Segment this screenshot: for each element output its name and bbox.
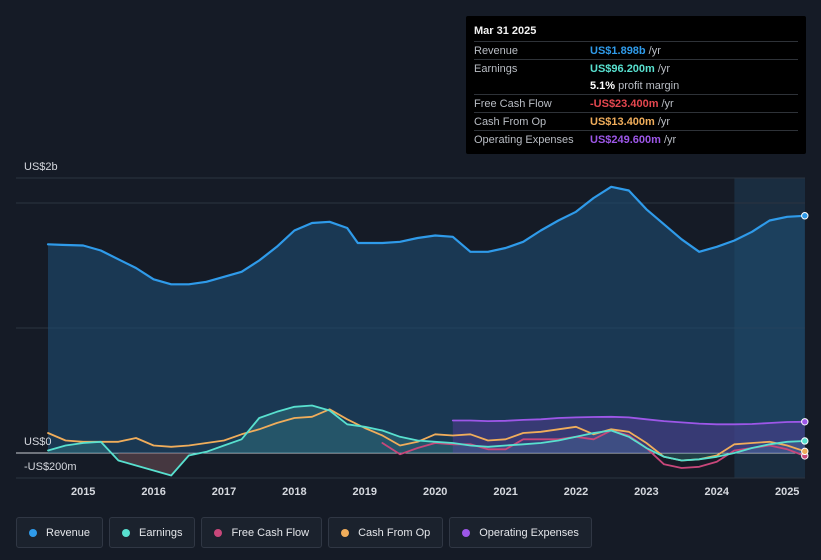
tooltip-row: Cash From Op US$13.400m/yr — [474, 112, 798, 130]
tooltip-unit: /yr — [663, 133, 677, 146]
y-axis-label: US$2b — [24, 161, 58, 173]
y-axis-label: US$0 — [24, 436, 52, 448]
tooltip-label: Earnings — [474, 62, 518, 75]
x-tick-label: 2019 — [353, 486, 377, 498]
tooltip-value: US$13.400m — [590, 115, 655, 128]
tooltip-label: Cash From Op — [474, 115, 547, 128]
legend-item-operating-expenses[interactable]: Operating Expenses — [449, 517, 592, 548]
tooltip-value: US$96.200m — [590, 62, 655, 75]
x-tick-label: 2020 — [423, 486, 447, 498]
legend-label: Earnings — [139, 526, 183, 539]
series-end-marker-cash-from-op — [801, 447, 809, 456]
chart-legend: Revenue Earnings Free Cash Flow Cash From O… — [16, 517, 592, 548]
x-tick-label: 2023 — [634, 486, 658, 498]
tooltip-label: Revenue — [474, 44, 519, 57]
tooltip-unit: /yr — [661, 97, 674, 110]
legend-item-free-cash-flow[interactable]: Free Cash Flow — [201, 517, 323, 548]
series-line-earnings — [47, 404, 806, 477]
legend-dot-icon — [214, 528, 223, 537]
tooltip-value: -US$23.400m — [590, 97, 659, 110]
legend-dot-icon — [29, 528, 37, 537]
tooltip-label: Free Cash Flow — [474, 97, 552, 110]
tooltip-row: Earnings US$96.200m/yr — [474, 59, 798, 77]
legend-label: Revenue — [46, 526, 91, 539]
tooltip-value: 5.1% — [590, 79, 616, 92]
x-tick-label: 2017 — [212, 486, 236, 498]
series-line-free-cash-flow — [381, 429, 806, 469]
legend-label: Cash From Op — [358, 526, 431, 539]
legend-item-cash-from-op[interactable]: Cash From Op — [328, 517, 444, 548]
x-tick-label: 2016 — [141, 486, 165, 498]
tooltip-unit: /yr — [657, 62, 671, 75]
x-tick-label: 2018 — [282, 486, 306, 498]
tooltip-row: Revenue US$1.898b/yr — [474, 41, 798, 59]
tooltip-row: 5.1% profit margin — [474, 77, 798, 94]
x-tick-label: 2024 — [705, 486, 730, 498]
series-end-marker-earnings — [801, 437, 809, 445]
y-axis-label: -US$200m — [24, 461, 77, 473]
legend-label: Free Cash Flow — [231, 526, 310, 539]
x-tick-label: 2015 — [71, 486, 95, 498]
series-end-marker-revenue — [801, 212, 809, 220]
data-tooltip: Mar 31 2025 Revenue US$1.898b/yr Earnings U… — [466, 16, 806, 154]
tooltip-unit: profit margin — [618, 79, 680, 92]
series-area-revenue — [48, 186, 805, 454]
legend-dot-icon — [341, 528, 350, 537]
legend-item-revenue[interactable]: Revenue — [16, 517, 104, 548]
series-end-marker-operating-expenses — [801, 418, 809, 426]
tooltip-date: Mar 31 2025 — [474, 25, 537, 37]
series-line-revenue — [46, 185, 806, 286]
legend-item-earnings[interactable]: Earnings — [109, 517, 196, 548]
legend-dot-icon — [122, 528, 131, 537]
legend-dot-icon — [462, 528, 471, 537]
tooltip-value: US$1.898b — [590, 44, 646, 57]
series-line-operating-expenses — [451, 415, 806, 426]
tooltip-row: Free Cash Flow -US$23.400m/yr — [474, 94, 798, 112]
tooltip-row: Operating Expenses US$249.600m/yr — [474, 130, 798, 148]
tooltip-unit: /yr — [657, 115, 671, 128]
legend-label: Operating Expenses — [479, 526, 579, 539]
x-tick-label: 2022 — [564, 486, 588, 498]
tooltip-unit: /yr — [648, 44, 661, 57]
earnings-negative-area — [118, 453, 189, 476]
tooltip-label: Operating Expenses — [474, 133, 574, 146]
x-tick-label: 2025 — [775, 486, 799, 498]
tooltip-value: US$249.600m — [590, 133, 661, 146]
x-tick-label: 2021 — [493, 486, 517, 498]
